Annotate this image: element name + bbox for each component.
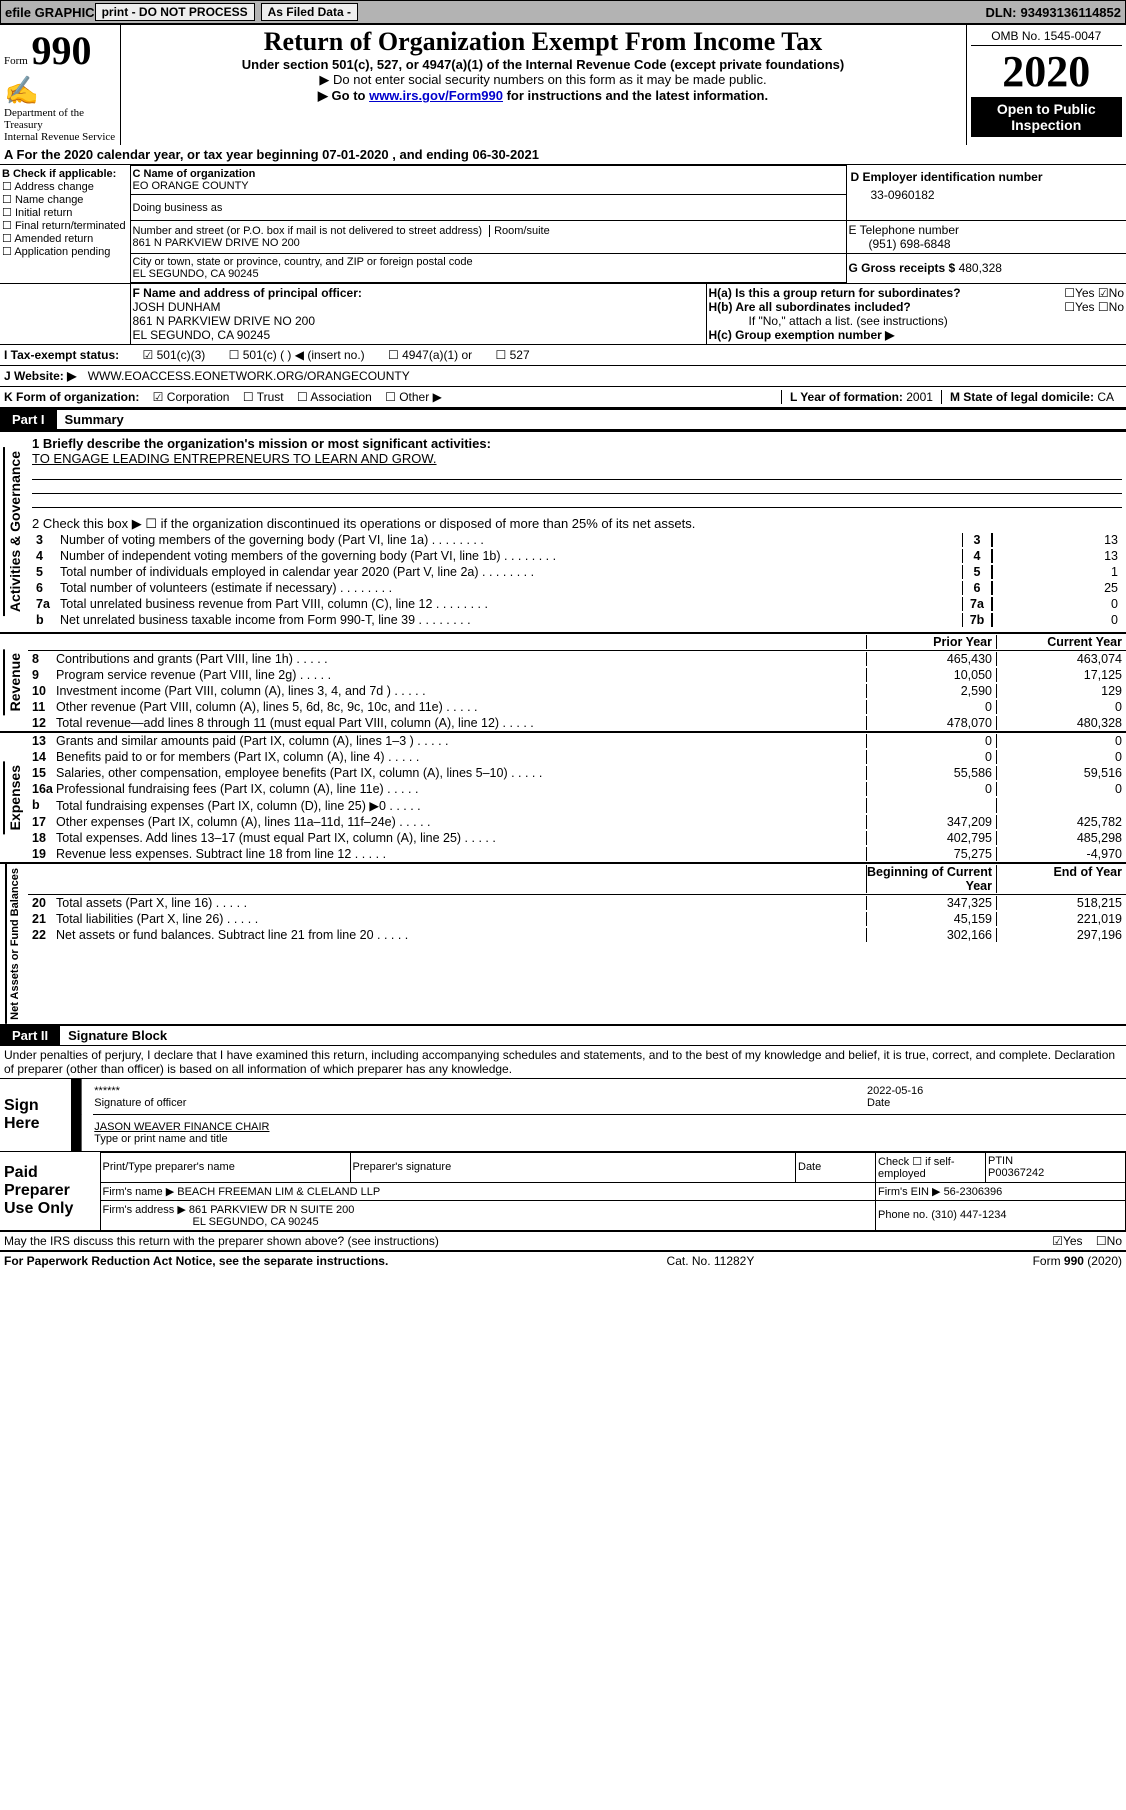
vlabel-expenses: Expenses: [3, 761, 25, 834]
financial-row: 10Investment income (Part VIII, column (…: [28, 683, 1126, 699]
dba-label: Doing business as: [133, 202, 223, 214]
note2-pre: ▶ Go to: [318, 88, 369, 103]
org-city: EL SEGUNDO, CA 90245: [133, 268, 259, 280]
discuss-text: May the IRS discuss this return with the…: [4, 1234, 439, 1248]
gov-row: 7aTotal unrelated business revenue from …: [32, 596, 1122, 612]
box-c-name-label: C Name of organization: [133, 168, 256, 180]
gov-row: bNet unrelated business taxable income f…: [32, 612, 1122, 628]
city-label: City or town, state or province, country…: [133, 256, 473, 268]
chk-name-change[interactable]: ☐ Name change: [2, 193, 128, 206]
perjury-text: Under penalties of perjury, I declare th…: [0, 1046, 1126, 1078]
dln-value: 93493136114852: [1020, 5, 1121, 20]
form-header: Form 990 ✍ Department of the Treasury In…: [0, 24, 1126, 145]
open-public: Open to Public Inspection: [971, 97, 1123, 137]
financial-row: 11Other revenue (Part VIII, column (A), …: [28, 699, 1126, 715]
financial-row: 18Total expenses. Add lines 13–17 (must …: [28, 830, 1126, 846]
omb-number: OMB No. 1545-0047: [971, 27, 1123, 46]
vlabel-governance: Activities & Governance: [3, 447, 25, 616]
dept-label: Department of the Treasury Internal Reve…: [4, 107, 116, 143]
officer-name: JOSH DUNHAM: [133, 300, 221, 314]
box-b-label: B Check if applicable:: [2, 168, 128, 180]
q1-label: 1 Briefly describe the organization's mi…: [32, 436, 1122, 451]
form-prefix: Form: [4, 55, 28, 67]
footer-mid: Cat. No. 11282Y: [667, 1254, 755, 1268]
ha-label: H(a) Is this a group return for subordin…: [709, 286, 961, 300]
box-d-label: D Employer identification number: [851, 170, 1123, 184]
chk-address-change[interactable]: ☐ Address change: [2, 180, 128, 193]
org-address: 861 N PARKVIEW DRIVE NO 200: [133, 237, 300, 249]
note2-post: for instructions and the latest informat…: [503, 88, 768, 103]
gov-row: 3Number of voting members of the governi…: [32, 532, 1122, 548]
chk-amended-return[interactable]: ☐ Amended return: [2, 232, 128, 245]
form-subtitle: Under section 501(c), 527, or 4947(a)(1)…: [125, 57, 962, 72]
financial-row: 15Salaries, other compensation, employee…: [28, 765, 1126, 781]
dln-label: DLN:: [985, 5, 1016, 20]
irs-link[interactable]: www.irs.gov/Form990: [369, 88, 503, 103]
asfiled-button[interactable]: As Filed Data -: [261, 3, 358, 21]
form-title: Return of Organization Exempt From Incom…: [125, 27, 962, 57]
chk-application-pending[interactable]: ☐ Application pending: [2, 245, 128, 258]
gross-receipts: 480,328: [959, 261, 1002, 275]
q2-text: 2 Check this box ▶ ☐ if the organization…: [32, 516, 1122, 532]
financial-row: 13Grants and similar amounts paid (Part …: [28, 733, 1126, 749]
gov-row: 4Number of independent voting members of…: [32, 548, 1122, 564]
addr-label: Number and street (or P.O. box if mail i…: [133, 225, 483, 237]
hb-note: If "No," attach a list. (see instruction…: [709, 314, 1125, 328]
financial-row: 19Revenue less expenses. Subtract line 1…: [28, 846, 1126, 862]
hc-label: H(c) Group exemption number ▶: [709, 328, 1125, 342]
footer-left: For Paperwork Reduction Act Notice, see …: [4, 1254, 388, 1268]
room-label: Room/suite: [489, 225, 550, 237]
financial-row: 14Benefits paid to or for members (Part …: [28, 749, 1126, 765]
part1-header: Part I Summary: [0, 408, 1126, 430]
efile-label: efile GRAPHIC: [5, 5, 95, 20]
org-name: EO ORANGE COUNTY: [133, 180, 249, 192]
paid-preparer-label: Paid Preparer Use Only: [0, 1152, 100, 1231]
chk-final-return[interactable]: ☐ Final return/terminated: [2, 219, 128, 232]
chk-initial-return[interactable]: ☐ Initial return: [2, 206, 128, 219]
box-e-label: E Telephone number: [849, 223, 960, 237]
officer-city: EL SEGUNDO, CA 90245: [133, 328, 271, 342]
form-number: 990: [31, 28, 91, 73]
box-g-label: G Gross receipts $: [849, 261, 956, 275]
ein-value: 33-0960182: [851, 184, 1123, 202]
financial-row: 22Net assets or fund balances. Subtract …: [28, 927, 1126, 943]
vlabel-netassets: Net Assets or Fund Balances: [5, 864, 23, 1024]
form-note1: ▶ Do not enter social security numbers o…: [125, 72, 962, 88]
box-f-label: F Name and address of principal officer:: [133, 286, 362, 300]
hb-label: H(b) Are all subordinates included?: [709, 300, 911, 314]
financial-row: bTotal fundraising expenses (Part IX, co…: [28, 797, 1126, 814]
topbar: efile GRAPHIC print - DO NOT PROCESS As …: [0, 0, 1126, 24]
print-button[interactable]: print - DO NOT PROCESS: [95, 3, 255, 21]
tax-year: 2020: [971, 46, 1123, 97]
entity-info-block: B Check if applicable: ☐ Address change …: [0, 165, 1126, 283]
line-k-label: K Form of organization:: [4, 390, 139, 404]
financial-row: 21Total liabilities (Part X, line 26) . …: [28, 911, 1126, 927]
line-i-label: I Tax-exempt status:: [4, 348, 119, 362]
part2-header: Part II Signature Block: [0, 1024, 1126, 1046]
phone-value: (951) 698-6848: [849, 237, 951, 251]
line-a: A For the 2020 calendar year, or tax yea…: [0, 145, 1126, 165]
gov-row: 6Total number of volunteers (estimate if…: [32, 580, 1122, 596]
vlabel-revenue: Revenue: [3, 649, 25, 715]
sign-here-label: Sign Here: [0, 1078, 70, 1151]
financial-row: 20Total assets (Part X, line 16) . . . .…: [28, 895, 1126, 911]
financial-row: 16aProfessional fundraising fees (Part I…: [28, 781, 1126, 797]
mission-text: TO ENGAGE LEADING ENTREPRENEURS TO LEARN…: [32, 451, 1122, 466]
gov-row: 5Total number of individuals employed in…: [32, 564, 1122, 580]
website-value: WWW.EOACCESS.EONETWORK.ORG/ORANGECOUNTY: [88, 369, 410, 383]
footer-right: Form 990 (2020): [1033, 1254, 1122, 1268]
line-j-label: J Website: ▶: [4, 369, 76, 383]
officer-addr: 861 N PARKVIEW DRIVE NO 200: [133, 314, 316, 328]
financial-row: 8Contributions and grants (Part VIII, li…: [28, 651, 1126, 667]
financial-row: 12Total revenue—add lines 8 through 11 (…: [28, 715, 1126, 731]
financial-row: 17Other expenses (Part IX, column (A), l…: [28, 814, 1126, 830]
financial-row: 9Program service revenue (Part VIII, lin…: [28, 667, 1126, 683]
